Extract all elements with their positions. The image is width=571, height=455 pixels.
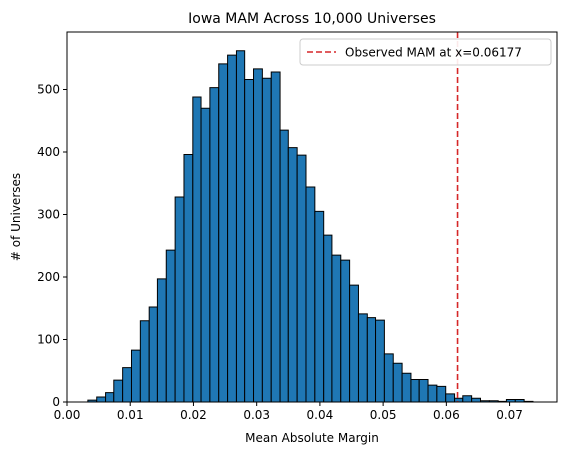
histogram-bar: [253, 68, 263, 403]
plot-area-frame: [66, 31, 558, 403]
x-tick-label: 0.01: [117, 408, 144, 422]
x-tick-label: 0.07: [496, 408, 523, 422]
histogram-bar: [183, 154, 194, 403]
histogram-bar: [235, 50, 246, 403]
y-tick-label: 0: [52, 395, 60, 409]
histogram-bar: [392, 362, 403, 403]
x-tick-label: 0.03: [243, 408, 270, 422]
y-axis: 0 100 200 300 400 500: [37, 83, 67, 409]
histogram-bar: [375, 319, 385, 403]
histogram-bar: [401, 372, 412, 403]
histogram-bar: [200, 107, 211, 403]
x-tick-label: 0.04: [307, 408, 334, 422]
histogram-bar: [174, 196, 185, 403]
chart-title: Iowa MAM Across 10,000 Universes: [188, 11, 436, 27]
y-axis-label: # of Universes: [9, 173, 23, 261]
x-axis-label: Mean Absolute Margin: [245, 431, 379, 445]
histogram-bar: [130, 349, 141, 403]
x-tick-label: 0.02: [180, 408, 207, 422]
histogram-bar: [192, 96, 202, 403]
histogram-bar: [340, 259, 351, 403]
histogram-bar: [139, 320, 150, 403]
x-tick-label: 0.00: [54, 408, 81, 422]
histogram-bar: [261, 77, 272, 403]
x-tick-label: 0.05: [370, 408, 397, 422]
y-tick-label: 400: [37, 145, 60, 159]
histogram-bar: [410, 379, 420, 403]
histogram-bar: [383, 353, 394, 403]
y-tick-label: 100: [37, 333, 60, 347]
histogram-bar: [113, 379, 124, 403]
legend-entry-label: Observed MAM at x=0.06177: [345, 46, 522, 60]
histogram-bar: [323, 234, 333, 403]
histogram-bar: [462, 395, 473, 403]
histogram-bar: [471, 397, 481, 403]
x-tick-label: 0.06: [433, 408, 460, 422]
histogram-bar: [314, 210, 325, 403]
histogram-bar: [349, 284, 359, 403]
histogram-bar: [105, 392, 115, 403]
histogram-bar: [270, 71, 281, 403]
histogram-bar: [454, 397, 464, 403]
histogram-bar: [244, 79, 255, 403]
histogram-bar: [436, 385, 447, 403]
y-tick-label: 200: [37, 270, 60, 284]
histogram-bar: [148, 306, 158, 403]
histogram-bar: [418, 379, 429, 403]
histogram-bar: [366, 317, 377, 403]
histogram-bar: [279, 129, 289, 403]
histogram-bar: [357, 313, 368, 403]
histogram-bar: [296, 154, 307, 403]
histogram-bar: [218, 63, 229, 403]
y-tick-label: 300: [37, 208, 60, 222]
legend-box: [299, 38, 552, 66]
histogram-bar: [165, 249, 176, 403]
histogram-bar: [445, 393, 456, 403]
histogram-bar: [209, 87, 220, 403]
histogram-bar: [122, 367, 132, 403]
legend: Observed MAM at x=0.06177: [299, 38, 552, 66]
y-tick-label: 500: [37, 83, 60, 97]
histogram-bar: [287, 147, 298, 403]
histogram-bar: [305, 186, 316, 403]
x-axis: 0.00 0.01 0.02 0.03 0.04 0.05 0.06 0.07: [54, 402, 523, 422]
histogram-bar: [156, 278, 167, 403]
histogram-bar: [331, 254, 342, 403]
histogram-bar: [96, 396, 107, 403]
histogram-bar: [427, 384, 438, 403]
histogram-bar: [227, 54, 237, 403]
